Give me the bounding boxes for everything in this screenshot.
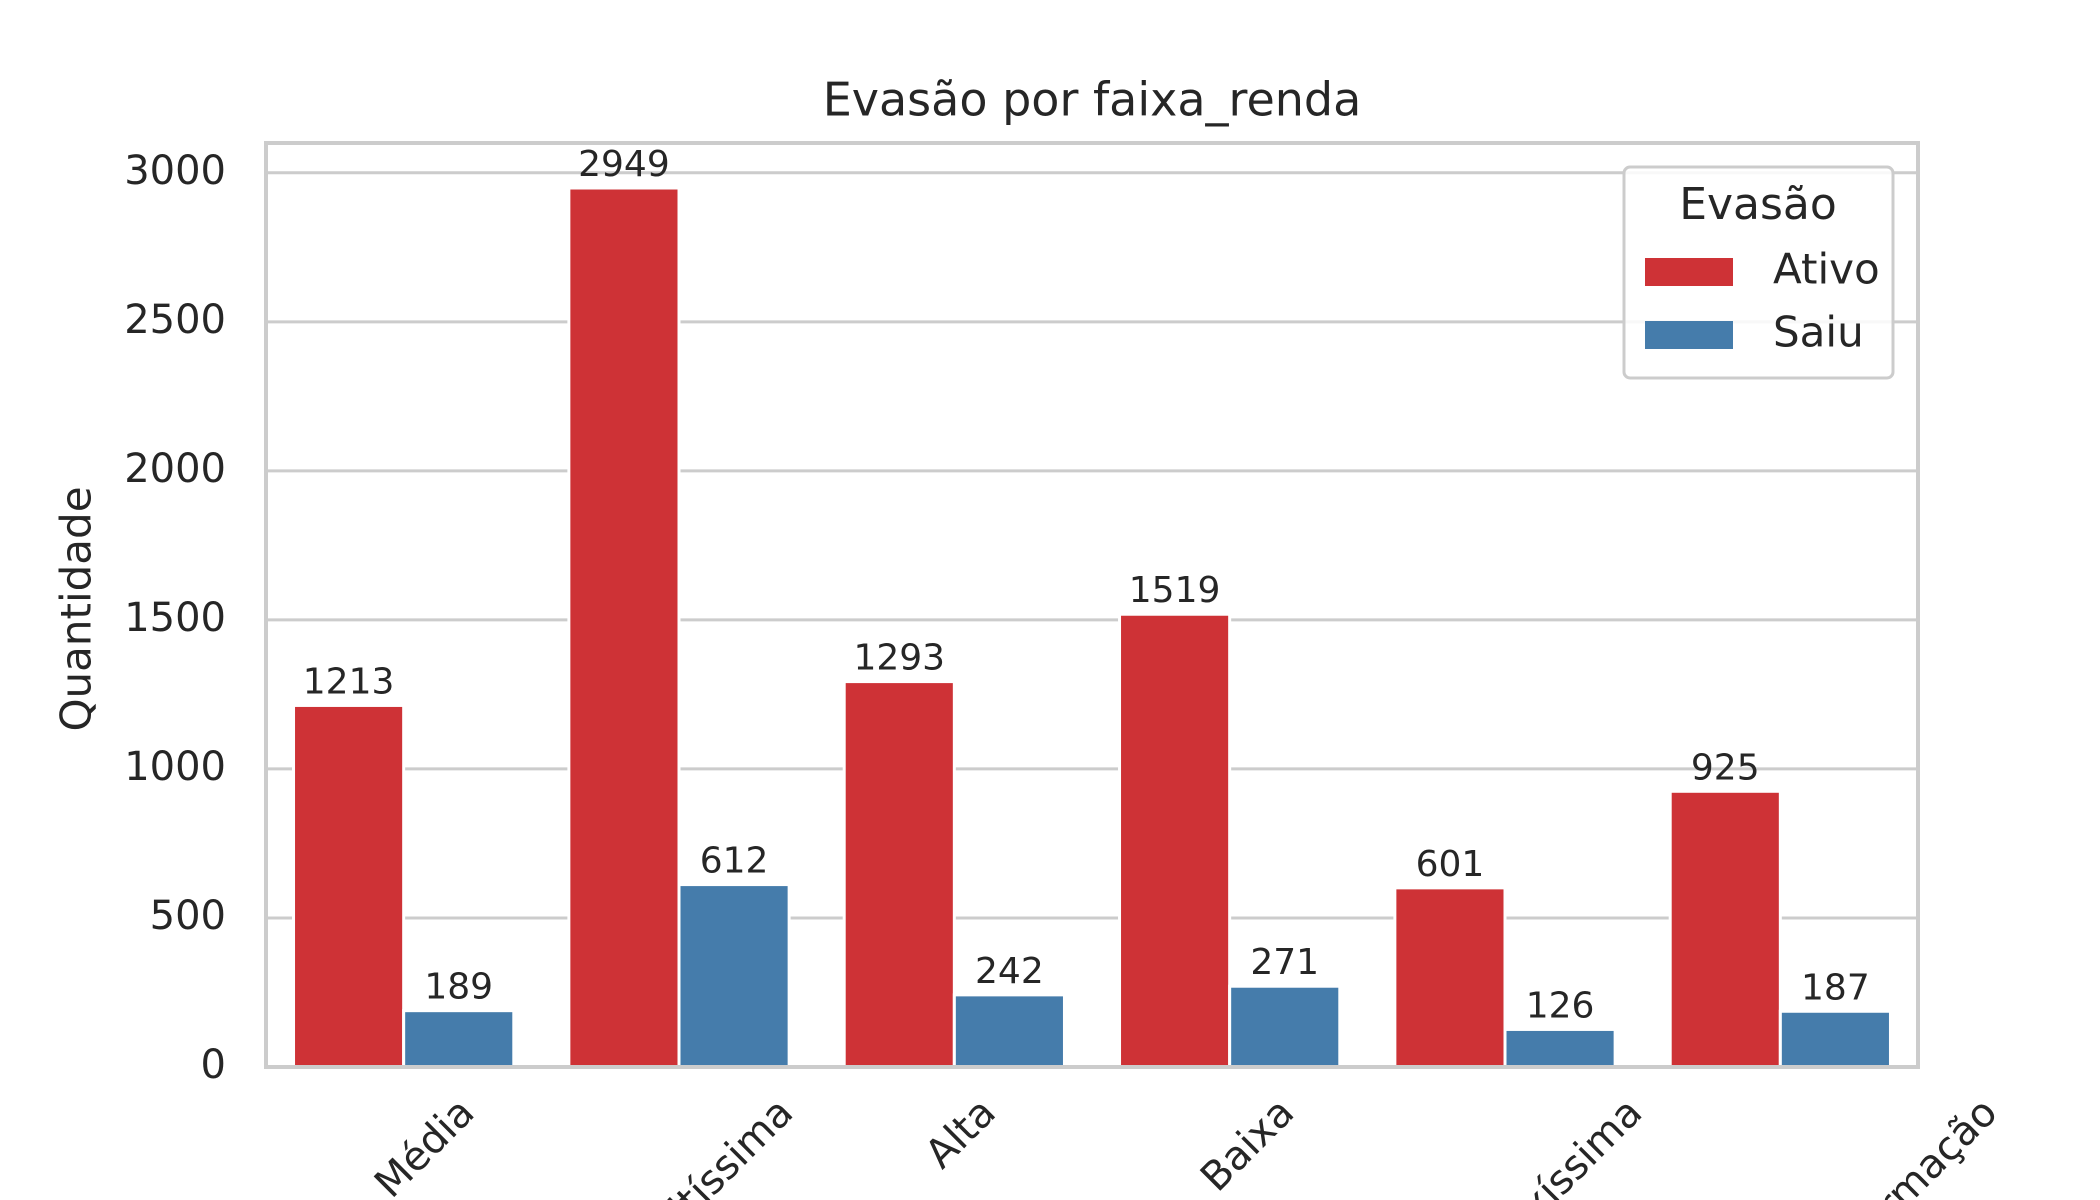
value-label: 187 [1801, 967, 1870, 1008]
y-tick-label: 1000 [124, 744, 226, 790]
bar [567, 186, 681, 1069]
value-label: 601 [1416, 844, 1485, 885]
bar [1503, 1027, 1617, 1069]
bar [677, 883, 791, 1069]
y-tick-label: 500 [150, 893, 226, 939]
bar [1668, 789, 1782, 1069]
value-label: 1213 [303, 661, 395, 702]
y-tick-label: 1500 [124, 595, 226, 641]
bar [1228, 984, 1342, 1069]
plot-frame [264, 141, 1920, 1069]
legend-label: Ativo [1773, 245, 1880, 294]
legend-label: Saiu [1773, 308, 1864, 357]
y-tick-label: 0 [201, 1042, 226, 1088]
value-label: 242 [975, 951, 1044, 992]
y-tick-label: 3000 [124, 148, 226, 194]
value-label: 2949 [578, 144, 670, 185]
legend-title: Evasão [1679, 179, 1837, 230]
legend-swatch [1645, 258, 1733, 286]
bar [402, 1009, 516, 1069]
bar [1778, 1009, 1892, 1069]
value-label: 1293 [853, 638, 945, 679]
value-label: 1519 [1129, 570, 1221, 611]
bar [842, 680, 956, 1069]
y-tick-label: 2000 [124, 446, 226, 492]
chart-title: Evasão por faixa_renda [823, 73, 1362, 127]
bar [292, 703, 406, 1069]
bar [1118, 612, 1232, 1069]
value-label: 189 [424, 967, 493, 1008]
value-label: 612 [700, 841, 769, 882]
bar [952, 993, 1066, 1069]
bar [1393, 886, 1507, 1069]
value-label: 271 [1250, 942, 1319, 983]
y-axis-label: Quantidade [52, 486, 101, 731]
value-label: 925 [1691, 747, 1760, 788]
value-label: 126 [1526, 985, 1595, 1026]
y-tick-label: 2500 [124, 297, 226, 343]
legend-swatch [1645, 321, 1733, 349]
